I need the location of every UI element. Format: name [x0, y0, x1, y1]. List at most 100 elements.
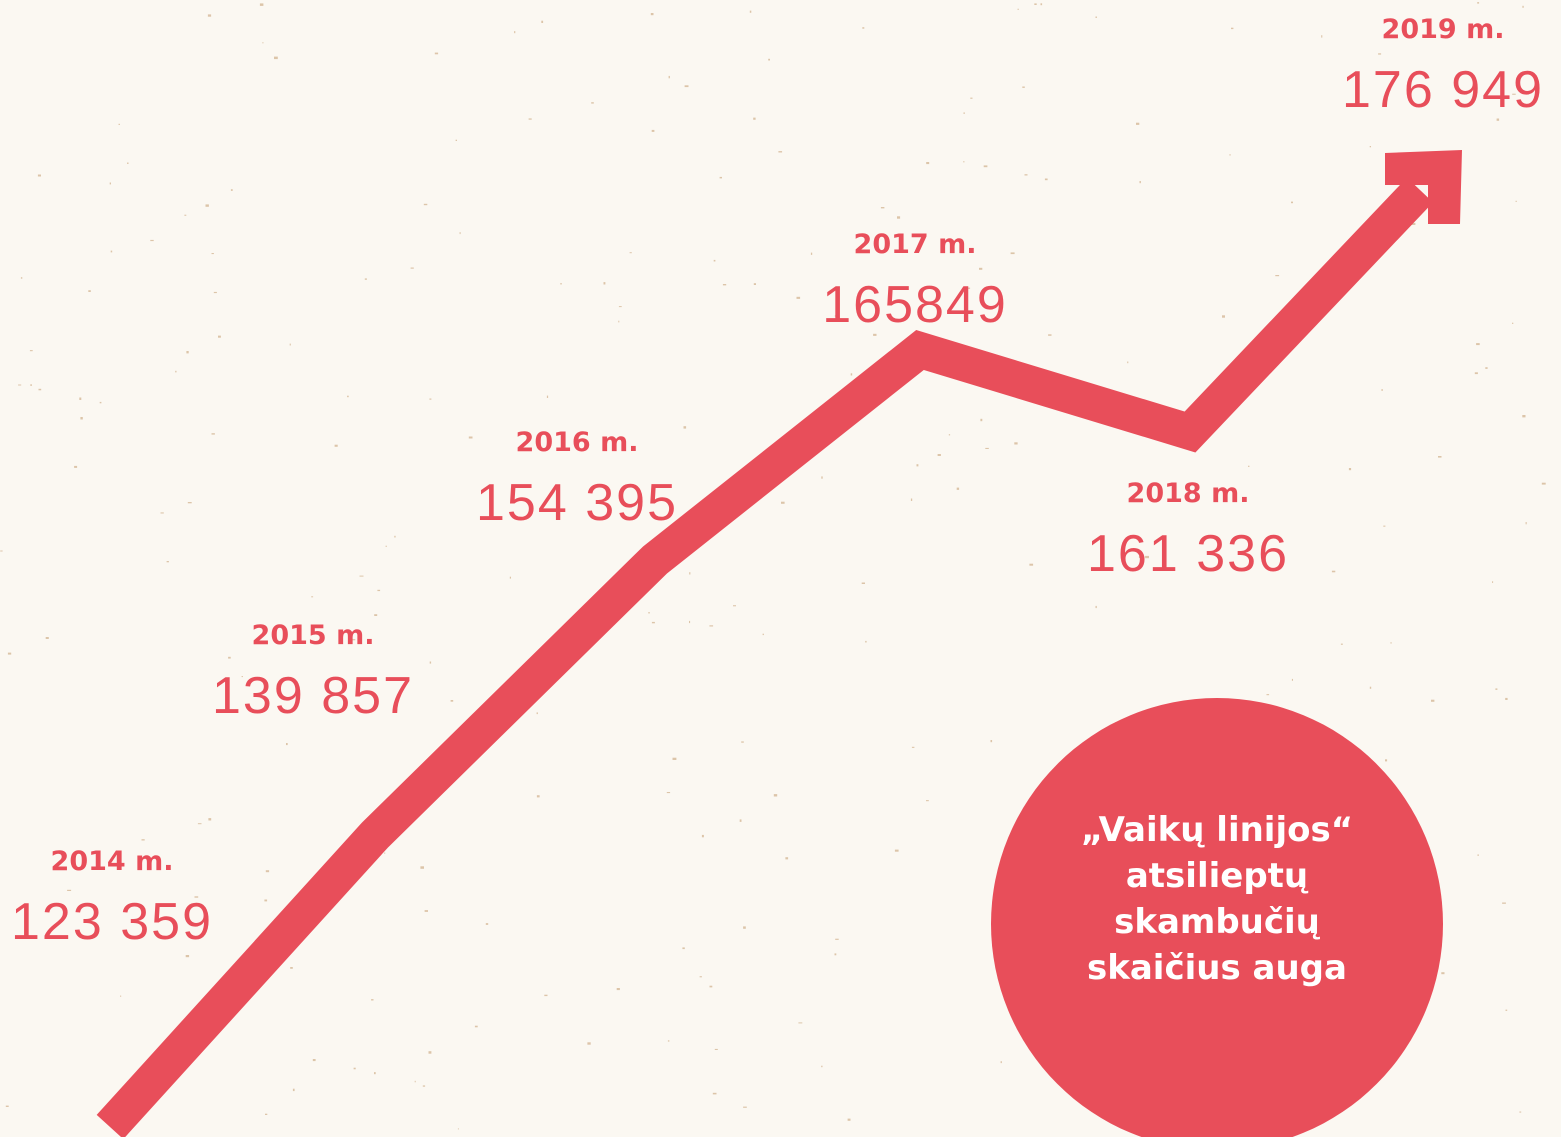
- speck: [834, 315, 837, 317]
- speck: [1291, 201, 1293, 204]
- speck: [926, 800, 929, 802]
- speck: [1515, 200, 1517, 202]
- speck: [1411, 222, 1416, 225]
- speck: [1525, 522, 1527, 525]
- speck: [753, 117, 756, 120]
- year-label: 2019 m.: [1381, 14, 1505, 45]
- speck: [967, 287, 971, 289]
- speck: [118, 123, 120, 125]
- speck: [274, 56, 278, 60]
- speck: [983, 165, 988, 168]
- speck: [810, 252, 813, 255]
- speck: [701, 834, 704, 838]
- speck: [865, 640, 867, 643]
- speck: [1048, 334, 1052, 336]
- speck: [990, 740, 993, 743]
- speck: [1431, 699, 1435, 702]
- speck: [689, 572, 691, 575]
- speck: [650, 13, 654, 16]
- speck: [509, 576, 511, 579]
- year-label: 2016 m.: [515, 427, 639, 458]
- speck: [1492, 581, 1494, 583]
- speck: [749, 10, 752, 13]
- speck: [424, 910, 428, 912]
- speck: [194, 896, 199, 898]
- speck: [781, 501, 785, 504]
- arrow-head: [1385, 150, 1462, 224]
- speck: [651, 621, 655, 624]
- speck: [468, 436, 473, 439]
- speck: [197, 823, 202, 825]
- speck: [762, 633, 764, 636]
- year-value: 139 857: [212, 667, 414, 725]
- speck: [474, 1025, 478, 1028]
- speck: [410, 267, 414, 269]
- speck: [1034, 3, 1037, 5]
- speck: [259, 3, 264, 6]
- speck: [29, 350, 33, 352]
- speck: [980, 418, 983, 422]
- year-label: 2015 m.: [251, 620, 375, 651]
- growth-arrow: [96, 177, 1434, 1137]
- speck: [834, 953, 837, 956]
- speck: [835, 938, 839, 940]
- speck: [616, 988, 620, 991]
- speck: [699, 976, 702, 978]
- speck: [689, 620, 691, 624]
- speck: [374, 614, 378, 616]
- speck: [1136, 122, 1140, 125]
- speck: [429, 398, 432, 400]
- caption: „Vaikų linijos“ atsilieptų skambučių ska…: [1081, 807, 1353, 991]
- speck: [485, 923, 489, 925]
- caption-circle: „Vaikų linijos“ atsilieptų skambučių ska…: [991, 698, 1443, 1137]
- year-item: 2015 m. 139 857: [133, 621, 493, 726]
- speck: [7, 652, 12, 655]
- speck: [880, 207, 885, 209]
- speck: [1390, 642, 1392, 644]
- speck: [712, 1092, 717, 1095]
- speck: [603, 282, 606, 285]
- speck: [37, 174, 41, 177]
- speck: [377, 589, 381, 592]
- speck: [185, 955, 190, 958]
- speck: [719, 176, 722, 179]
- speck: [1229, 154, 1231, 156]
- speck: [1495, 688, 1498, 690]
- speck: [1477, 2, 1480, 4]
- speck: [1095, 16, 1097, 18]
- speck: [1340, 643, 1343, 645]
- speck: [208, 818, 212, 821]
- speck: [683, 426, 687, 429]
- caption-line: skaičius auga: [1087, 948, 1347, 988]
- speck: [312, 1059, 316, 1062]
- year-value: 176 949: [1342, 61, 1544, 119]
- speck: [1474, 372, 1478, 375]
- speck: [88, 290, 91, 292]
- speck: [1331, 570, 1336, 573]
- speck: [850, 373, 853, 376]
- speck: [536, 795, 540, 798]
- speck: [80, 417, 83, 420]
- speck: [1266, 694, 1270, 696]
- speck: [334, 444, 338, 447]
- year-value: 165849: [822, 276, 1008, 334]
- speck: [911, 746, 915, 748]
- speck: [230, 189, 233, 191]
- speck: [672, 757, 677, 760]
- speck: [420, 866, 424, 869]
- speck: [798, 1022, 803, 1024]
- speck: [1321, 35, 1323, 38]
- speck: [862, 27, 865, 29]
- speck: [428, 1051, 432, 1054]
- speck: [1502, 902, 1506, 904]
- speck: [1139, 181, 1141, 184]
- caption-line: „Vaikų linijos“: [1080, 810, 1354, 850]
- year-value: 154 395: [476, 474, 678, 532]
- speck: [739, 819, 742, 822]
- speck: [1348, 468, 1352, 471]
- speck: [666, 792, 671, 794]
- speck: [187, 502, 192, 504]
- speck: [668, 75, 670, 79]
- speck: [45, 637, 49, 639]
- speck: [218, 335, 221, 338]
